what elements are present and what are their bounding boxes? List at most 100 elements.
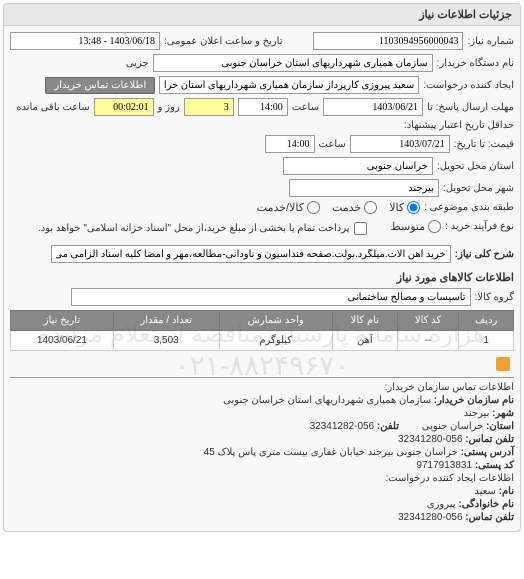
contact-button[interactable]: اطلاعات تماس خریدار [45,77,155,94]
deadline-to-hour-input[interactable] [265,135,315,153]
row-requester: ایجاد کننده درخواست: اطلاعات تماس خریدار [10,76,514,94]
info-city: شهر: بیرجند [10,408,514,419]
row-group: گروه کالا: [10,288,514,306]
main-panel: جزئیات اطلاعات نیاز شماره نیاز: تاریخ و … [3,3,521,532]
panel-body: شماره نیاز: تاریخ و ساعت اعلان عمومی: نا… [4,26,520,531]
table-row: 1 -- آهن کیلوگرم 3,503 1403/06/21 [11,331,514,351]
request-no-input[interactable] [313,32,463,50]
deadline-from-hour-input[interactable] [238,98,288,116]
validity-label: حداقل تاریخ اعتبار پیشنهاد: [404,120,514,131]
td-qty: 3,503 [113,331,219,351]
province-input[interactable] [283,157,433,175]
info-address-value: خراسان جنوبی بیرجند خیابان غفاری بیست مت… [204,447,458,458]
info-contact-phone-value: 056-32341280 [398,512,463,523]
row-request-no: شماره نیاز: تاریخ و ساعت اعلان عمومی: [10,32,514,50]
request-no-label: شماره نیاز: [467,36,514,47]
announce-date-input[interactable] [10,32,160,50]
requester-input[interactable] [159,76,419,94]
radio-goods-input[interactable] [407,201,420,214]
payment-note-label: پرداخت تمام یا بخشی از مبلغ خرید،از محل … [38,223,350,234]
info-phone-label: تلفن: [377,421,399,432]
goods-info-title: اطلاعات کالاهای مورد نیاز [10,271,514,284]
info-lastname: نام خانوادگی: پیروزی [10,499,514,510]
info-province-label: استان: [486,421,514,432]
panel-header: جزئیات اطلاعات نیاز [4,4,520,26]
deadline-to-label: قیمت: تا تاریخ: [454,139,514,150]
radio-goods[interactable]: کالا [389,201,420,214]
contact-section: اطلاعات تماس سازمان خریدار: نام سازمان خ… [10,377,514,523]
category-label: طبقه بندی موضوعی : [424,202,514,213]
info-postal-label: کد پستی: [475,460,514,471]
td-name: آهن [332,331,397,351]
info-contact-phone: تلفن تماس: 056-32341280 [10,512,514,523]
th-unit: واحد شمارش [219,311,332,331]
info-city-label: شهر: [492,408,514,419]
info-phone-value: 056-32341282 [310,421,375,432]
info-name: نام: سعید [10,486,514,497]
city-input[interactable] [289,179,439,197]
row-deadline-from: مهلت ارسال پاسخ: تا ساعت روز و ساعت باقی… [10,98,514,116]
row-city: شهر محل تحویل: [10,179,514,197]
row-desc: شرح کلی نیاز: [10,245,514,263]
radio-service-input[interactable] [364,201,377,214]
days-label: روز و [158,102,180,113]
contact-title: اطلاعات تماس سازمان خریدار: [10,382,514,393]
info-address-label: آدرس پستی: [461,447,514,458]
partial-label: جزیی [126,58,149,69]
row-province: استان محل تحویل: [10,157,514,175]
payment-checkbox[interactable] [354,222,367,235]
process-label: نوع فرآیند خرید : [445,221,514,232]
deadline-to-date-input[interactable] [350,135,450,153]
info-org-value: سازمان همیاری شهرداریهای استان خراسان جن… [223,395,431,406]
buyer-org-input[interactable] [153,54,433,72]
desc-input[interactable] [51,245,451,263]
info-org-label: نام سازمان خریدار: [434,395,514,406]
th-code: کد کالا [397,311,458,331]
radio-goods-label: کالا [389,201,404,214]
deadline-from-label: مهلت ارسال پاسخ: تا [427,102,514,113]
info-fax-label: تلفن تماس: [465,434,514,445]
th-date: تاریخ نیاز [11,311,114,331]
creator-title: اطلاعات ایجاد کننده درخواست: [10,473,514,484]
note-icon[interactable] [496,357,510,371]
td-unit: کیلوگرم [219,331,332,351]
deadline-from-hour-label: ساعت [292,102,319,113]
radio-avg[interactable]: متوسط [391,220,442,233]
info-address: آدرس پستی: خراسان جنوبی بیرجند خیابان غف… [10,447,514,458]
goods-table: ردیف کد کالا نام کالا واحد شمارش تعداد /… [10,310,514,351]
remaining-input[interactable] [94,98,154,116]
row-validity: حداقل تاریخ اعتبار پیشنهاد: [10,120,514,131]
radio-avg-input[interactable] [428,220,441,233]
info-fax: تلفن تماس: 056-32341280 [10,434,514,445]
radio-service[interactable]: خدمت [332,201,377,214]
announce-date-label: تاریخ و ساعت اعلان عمومی: [164,36,283,47]
radio-goods-service-label: کالا/خدمت [257,201,304,214]
info-city-value: بیرجند [464,408,490,419]
days-input[interactable] [184,98,234,116]
buyer-org-label: نام دستگاه خریدار: [437,58,514,69]
info-name-label: نام: [499,486,514,497]
radio-avg-label: متوسط [391,220,426,233]
info-postal-value: 9717913831 [416,460,472,471]
td-code: -- [397,331,458,351]
group-label: گروه کالا: [475,292,514,303]
deadline-to-hour-label: ساعت [319,139,346,150]
info-fax-value: 056-32341280 [398,434,463,445]
remaining-label: ساعت باقی مانده [16,102,89,113]
td-row: 1 [459,331,514,351]
info-lastname-label: نام خانوادگی: [458,499,514,510]
group-input[interactable] [71,288,471,306]
th-row: ردیف [459,311,514,331]
radio-service-label: خدمت [332,201,361,214]
info-lastname-value: پیروزی [427,499,456,510]
row-buyer-org: نام دستگاه خریدار: جزیی [10,54,514,72]
row-deadline-to: قیمت: تا تاریخ: ساعت [10,135,514,153]
row-notes [10,357,514,371]
td-date: 1403/06/21 [11,331,114,351]
requester-label: ایجاد کننده درخواست: [423,80,514,91]
info-contact-phone-label: تلفن تماس: [465,512,514,523]
deadline-from-date-input[interactable] [323,98,423,116]
radio-goods-service-input[interactable] [307,201,320,214]
row-process: نوع فرآیند خرید : متوسط پرداخت تمام یا ب… [10,218,514,235]
radio-goods-service[interactable]: کالا/خدمت [257,201,320,214]
